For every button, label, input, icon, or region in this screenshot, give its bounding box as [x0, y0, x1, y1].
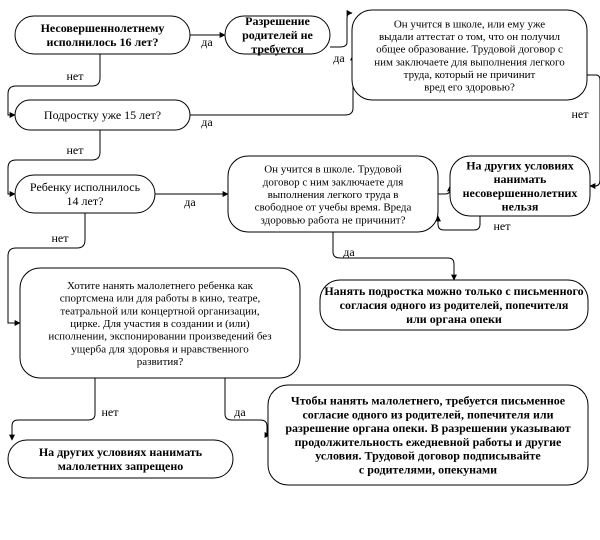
flow-node-written: Чтобы нанять малолетнего, требуется пись… [268, 385, 588, 485]
flow-node-forbidOther: На других условияхнаниматьнесовершенноле… [450, 156, 590, 216]
flow-node-q16: Несовершеннолетнемуисполнилось 16 лет? [15, 16, 190, 54]
edge-label: да [201, 35, 213, 49]
flow-node-q15: Подростку уже 15 лет? [15, 100, 190, 130]
edge-label: да [343, 245, 355, 259]
flow-node-school14: Он учится в школе. Трудовойдоговор с ним… [228, 156, 438, 232]
edge-label: да [333, 51, 345, 65]
edge-label: нет [494, 219, 512, 233]
flow-node-school16: Он учится в школе, или ему ужевыдали атт… [352, 10, 587, 100]
edge-label: нет [572, 107, 590, 121]
node-text: Несовершеннолетнемуисполнилось 16 лет? [41, 21, 165, 49]
flow-node-noperm: Разрешениеродителей нетребуется [225, 14, 330, 56]
flow-edge [330, 13, 352, 47]
flow-node-q14: Ребенку исполнилось14 лет? [15, 175, 155, 213]
edge-label: да [234, 405, 246, 419]
edge-label: нет [102, 405, 120, 419]
flow-node-consent: Нанять подростка можно только с письменн… [320, 280, 588, 330]
flowchart-canvas: да нет да да нет да нет нет нет да нет да Несовершен… [0, 0, 600, 540]
flow-edge [438, 186, 450, 194]
flow-edge [12, 378, 95, 440]
node-text: Хотите нанять малолетнего ребенка какспо… [48, 280, 271, 368]
node-text: Он учится в школе. Трудовойдоговор с ним… [255, 163, 412, 226]
node-text: На других условиях наниматьмалолетних за… [39, 445, 203, 473]
flow-node-sport: Хотите нанять малолетнего ребенка какспо… [20, 268, 300, 378]
edge-label: нет [67, 143, 85, 157]
flow-edge [225, 378, 270, 435]
flow-edge [438, 216, 480, 230]
edge-label: нет [52, 231, 70, 245]
flow-node-forbidYoung: На других условиях наниматьмалолетних за… [8, 440, 233, 478]
flow-edge [190, 55, 353, 115]
edge-label: да [184, 195, 196, 209]
node-text: Подростку уже 15 лет? [44, 108, 161, 122]
edge-label: да [201, 115, 213, 129]
node-text: Разрешениеродителей нетребуется [242, 14, 313, 56]
edge-label: нет [67, 69, 85, 83]
